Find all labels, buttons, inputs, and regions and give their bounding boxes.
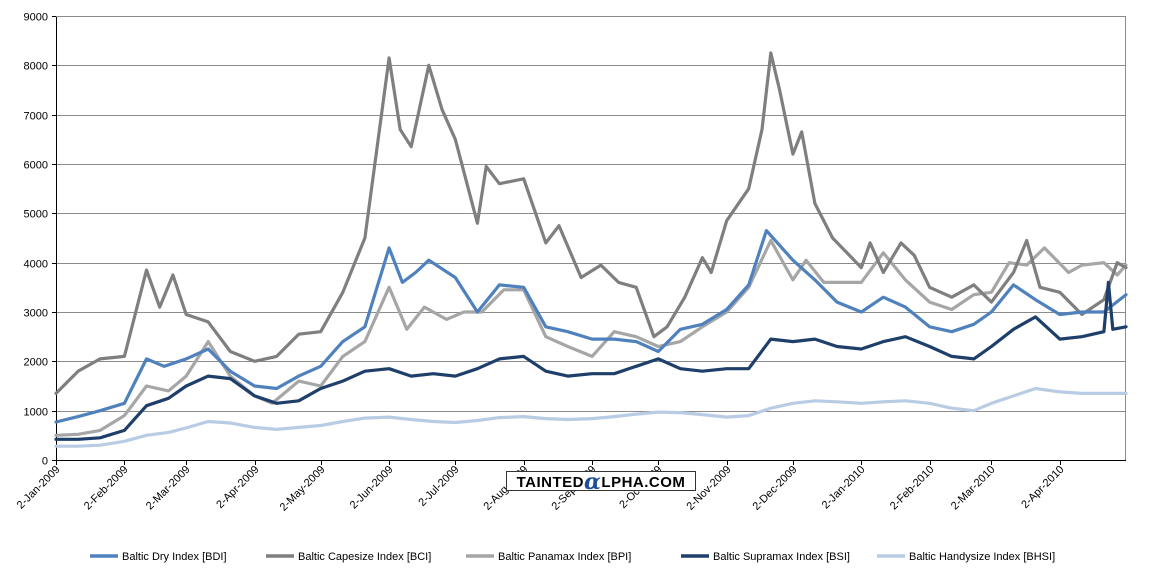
watermark-alpha-glyph: α bbox=[583, 469, 602, 495]
y-tick-label: 5000 bbox=[24, 209, 48, 221]
x-tick-label: 2-Jul-2009 bbox=[416, 464, 461, 509]
legend-label-0: Baltic Dry Index [BDI] bbox=[122, 551, 227, 563]
x-tick-label: 2-Mar-2010 bbox=[949, 464, 998, 513]
watermark-text-start: TAINTED bbox=[516, 474, 584, 491]
x-tick-label: 2-Jan-2009 bbox=[15, 464, 63, 512]
series-line-4 bbox=[54, 386, 1128, 448]
legend: Baltic Dry Index [BDI] Baltic Capesize In… bbox=[90, 551, 1055, 563]
y-tick-label: 8000 bbox=[24, 61, 48, 73]
x-tick-label: 2-May-2009 bbox=[278, 464, 328, 514]
series-line-3 bbox=[54, 280, 1128, 441]
watermark-text-end: LPHA.COM bbox=[601, 474, 686, 491]
legend-label-2: Baltic Panamax Index [BPI] bbox=[498, 551, 631, 563]
series-line-1 bbox=[54, 51, 1128, 395]
plot-area bbox=[56, 16, 1126, 460]
y-tick-label: 6000 bbox=[24, 160, 48, 172]
x-tick-label: 2-Jan-2010 bbox=[820, 464, 868, 512]
y-tick-label: 0 bbox=[42, 456, 48, 468]
y-tick-label: 4000 bbox=[24, 259, 48, 271]
y-tick-label: 1000 bbox=[24, 407, 48, 419]
legend-label-4: Baltic Handysize Index [BHSI] bbox=[909, 551, 1055, 563]
x-tick-label: 2-Jun-2009 bbox=[348, 464, 396, 512]
x-tick-label: 2-Feb-2009 bbox=[82, 464, 131, 513]
legend-label-1: Baltic Capesize Index [BCI] bbox=[298, 551, 431, 563]
series-lines bbox=[54, 51, 1128, 448]
y-tick-label: 3000 bbox=[24, 308, 48, 320]
y-tick-label: 7000 bbox=[24, 111, 48, 123]
x-tick-label: 2-Dec-2009 bbox=[750, 464, 799, 513]
y-tick-label: 2000 bbox=[24, 357, 48, 369]
x-tick-label: 2-Feb-2010 bbox=[888, 464, 937, 513]
x-tick-label: 2-Apr-2010 bbox=[1019, 464, 1066, 511]
x-tick-label: 2-Apr-2009 bbox=[214, 464, 261, 511]
x-tick-label: 2-Mar-2009 bbox=[144, 464, 193, 513]
watermark-logo: TAINTEDαLPHA.COM bbox=[506, 471, 696, 493]
y-tick-label: 9000 bbox=[24, 12, 48, 24]
legend-label-3: Baltic Supramax Index [BSI] bbox=[713, 551, 850, 563]
series-line-0 bbox=[54, 229, 1128, 424]
